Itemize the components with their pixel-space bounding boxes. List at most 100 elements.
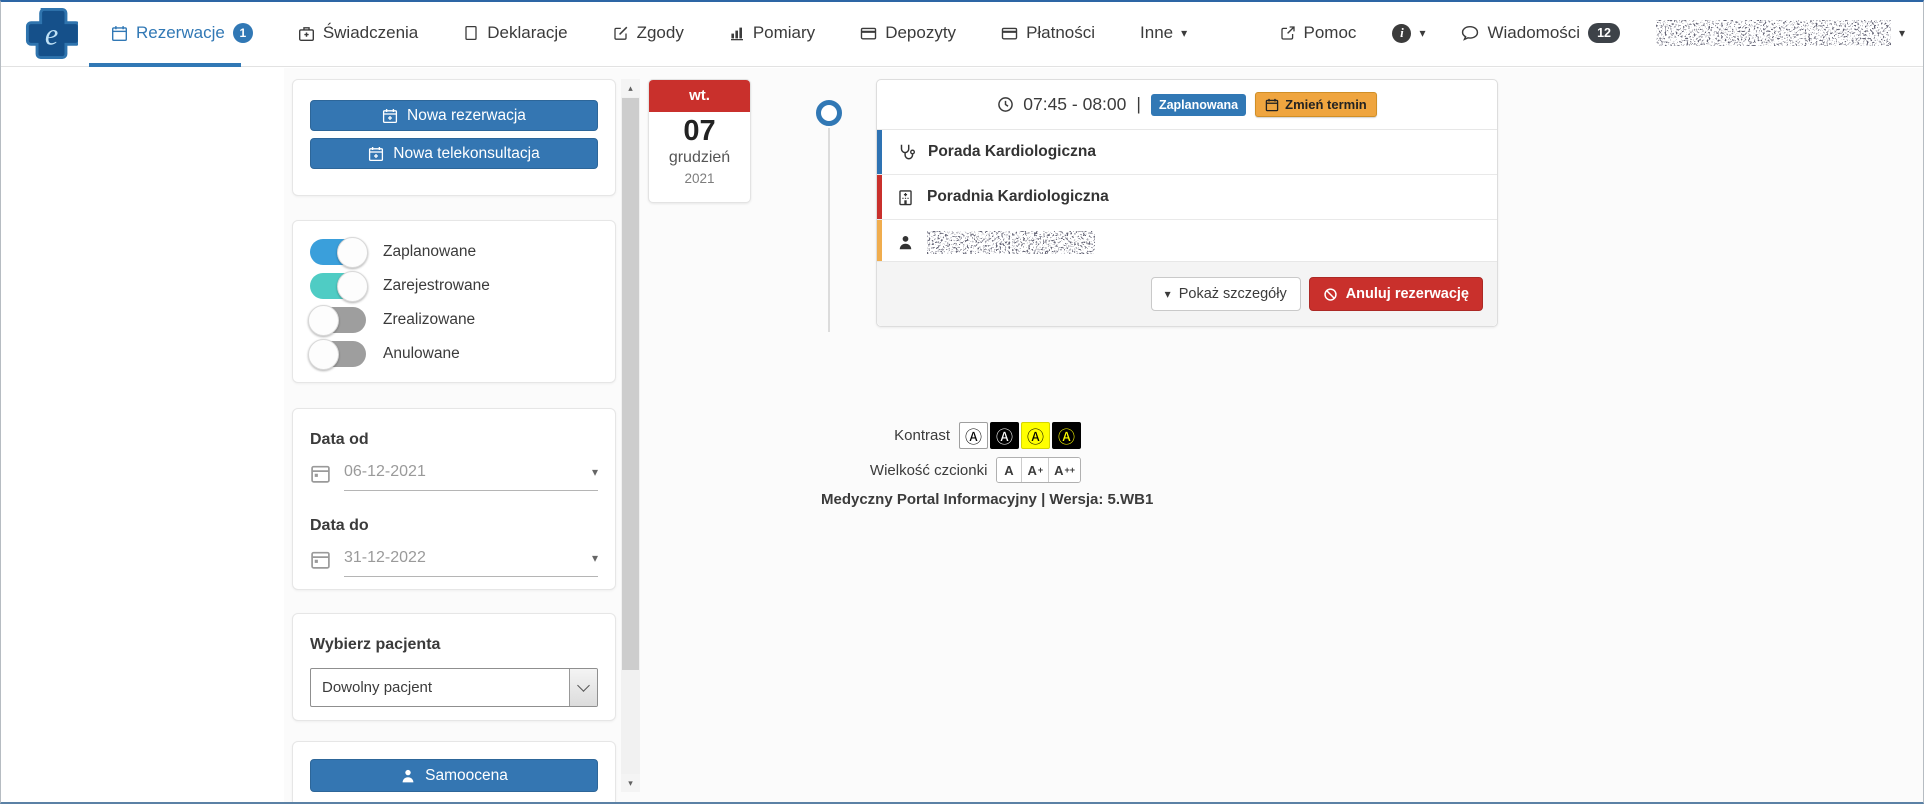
help-label: Pomoc <box>1303 23 1357 42</box>
tab-inne[interactable]: Inne ▾ <box>1140 23 1187 43</box>
messages-count-badge: 12 <box>1588 23 1620 43</box>
appointment-time: 07:45 - 08:00 <box>1023 94 1127 114</box>
date-from-field: 06-12-2021 ▾ <box>344 463 598 491</box>
clock-icon <box>998 97 1014 112</box>
self-assessment-button[interactable]: Samoocena <box>310 759 598 792</box>
show-details-button[interactable]: ▾ Pokaż szczegóły <box>1150 277 1301 311</box>
credit-card-icon <box>860 27 877 40</box>
cancel-reservation-button[interactable]: Anuluj rezerwację <box>1308 277 1483 311</box>
date-card-day: 07 <box>683 115 716 147</box>
medical-cross-logo-icon: e <box>25 7 81 60</box>
font-size-normal-button[interactable]: A <box>997 458 1022 482</box>
font-size-button-group: A A + A ++ <box>996 457 1081 483</box>
tab-deklaracje[interactable]: Deklaracje <box>463 23 568 43</box>
tab-label: Płatności <box>1026 23 1096 42</box>
patient-select-value: Dowolny pacjent <box>322 679 433 696</box>
tab-platnosci[interactable]: Płatności <box>1001 23 1095 43</box>
navbar-right: Pomoc i ▾ Wiadomości 12 ▾ <box>1280 2 1905 64</box>
tab-swiadczenia[interactable]: Świadczenia <box>298 23 418 43</box>
scrollbar-thumb[interactable] <box>622 98 639 670</box>
caret-down-icon: ▾ <box>1164 287 1171 301</box>
new-reservation-button[interactable]: Nowa rezerwacja <box>310 100 598 131</box>
medical-bag-icon <box>298 26 314 41</box>
reservations-count-badge: 1 <box>232 23 253 43</box>
active-tab-indicator <box>89 63 241 67</box>
caret-down-icon: ▾ <box>1181 26 1188 40</box>
calendar-icon <box>311 465 330 483</box>
tab-rezerwacje[interactable]: Rezerwacje 1 <box>111 23 253 43</box>
help-link[interactable]: Pomoc <box>1280 23 1357 43</box>
date-card: wt. 07 grudzień 2021 <box>648 79 751 203</box>
caret-down-icon: ▾ <box>1898 26 1905 40</box>
main-tabs: Rezerwacje 1 Świadczenia Deklaracje Zgod… <box>111 2 1187 64</box>
top-navbar: e Rezerwacje 1 Świadczenia Deklaracje Zg… <box>1 2 1923 67</box>
date-to-value: 31-12-2022 <box>344 549 426 566</box>
appointment-card: 07:45 - 08:00 | Zaplanowana Zmień termin… <box>876 79 1498 327</box>
calendar-plus-icon <box>369 146 384 161</box>
font-size-label: Wielkość czcionki <box>869 461 988 479</box>
appointment-service-row: Porada Kardiologiczna <box>877 130 1497 175</box>
toggle-anulowane[interactable] <box>308 338 366 370</box>
user-menu[interactable]: ▾ <box>1655 20 1905 46</box>
clinic-name: Poradnia Kardiologiczna <box>927 188 1109 205</box>
credit-card-icon <box>1001 27 1018 40</box>
date-to-field: 31-12-2022 ▾ <box>344 549 598 577</box>
hospital-icon <box>899 189 912 205</box>
select-dropdown-button[interactable] <box>569 669 597 706</box>
caret-down-icon: ▾ <box>1419 26 1426 40</box>
info-icon: i <box>1392 23 1412 43</box>
font-size-largest-button[interactable]: A ++ <box>1048 458 1080 482</box>
caret-down-icon: ▾ <box>591 551 598 565</box>
change-date-button[interactable]: Zmień termin <box>1255 92 1377 117</box>
toggle-knob <box>308 338 339 370</box>
toggle-label: Zrealizowane <box>383 311 476 328</box>
scroll-down-arrow-icon[interactable]: ▾ <box>621 774 640 792</box>
date-range-panel: Data od 06-12-2021 ▾ Data do 31-12-2022 … <box>292 408 616 590</box>
toggle-label: Zaplanowane <box>383 243 477 260</box>
ban-icon <box>1324 287 1337 301</box>
sidebar-scrollbar[interactable]: ▴ ▾ <box>621 79 640 792</box>
tab-label: Świadczenia <box>322 23 419 42</box>
filter-row-zaplanowane: Zaplanowane <box>310 235 598 269</box>
tab-pomiary[interactable]: Pomiary <box>729 23 815 43</box>
font-size-letter: A <box>1027 462 1037 478</box>
patient-select[interactable]: Dowolny pacjent <box>310 668 598 707</box>
info-menu[interactable]: i ▾ <box>1392 23 1426 43</box>
timeline-marker <box>816 100 842 126</box>
contrast-normal-button[interactable]: Ⓐ <box>959 422 988 449</box>
messages-link[interactable]: Wiadomości 12 <box>1461 23 1620 43</box>
accessibility-controls: Kontrast Ⓐ Ⓐ Ⓐ Ⓐ Wielkość czcionki A A + … <box>821 422 1153 508</box>
font-size-large-button[interactable]: A + <box>1021 458 1049 482</box>
caret-down-icon: ▾ <box>591 465 598 479</box>
scroll-up-arrow-icon[interactable]: ▴ <box>621 79 640 97</box>
toggle-zarejestrowane[interactable] <box>310 270 368 302</box>
tab-depozyty[interactable]: Depozyty <box>860 23 956 43</box>
contrast-button-group: Ⓐ Ⓐ Ⓐ Ⓐ <box>959 422 1081 449</box>
new-teleconsultation-button[interactable]: Nowa telekonsultacja <box>310 138 598 169</box>
calendar-icon <box>311 551 330 569</box>
date-card-month: grudzień <box>668 149 731 166</box>
date-to-input[interactable]: 31-12-2022 ▾ <box>310 549 598 577</box>
toggle-zrealizowane[interactable] <box>308 304 366 336</box>
edit-icon <box>613 26 627 40</box>
toggle-knob <box>337 270 368 302</box>
toggle-zaplanowane[interactable] <box>310 236 368 268</box>
appointment-footer: ▾ Pokaż szczegóły Anuluj rezerwację <box>877 261 1497 326</box>
contrast-yellow-black-button[interactable]: Ⓐ <box>1021 422 1050 449</box>
appointment-clinic-row: Poradnia Kardiologiczna <box>877 175 1497 220</box>
date-from-input[interactable]: 06-12-2021 ▾ <box>310 463 598 491</box>
appointment-doctor-row <box>877 220 1497 264</box>
chat-bubble-icon <box>1462 25 1479 41</box>
app-logo[interactable]: e <box>25 7 81 65</box>
bar-chart-icon <box>730 27 743 41</box>
redacted-user-name <box>1655 20 1891 46</box>
tab-label: Zgody <box>636 23 684 42</box>
tab-zgody[interactable]: Zgody <box>613 23 684 43</box>
font-size-letter: A <box>1004 462 1014 478</box>
contrast-black-yellow-button[interactable]: Ⓐ <box>1052 422 1081 449</box>
contrast-black-white-button[interactable]: Ⓐ <box>990 422 1019 449</box>
self-assessment-panel: Samoocena <box>292 741 616 802</box>
calendar-icon <box>112 25 127 41</box>
toggle-label: Anulowane <box>383 345 460 362</box>
